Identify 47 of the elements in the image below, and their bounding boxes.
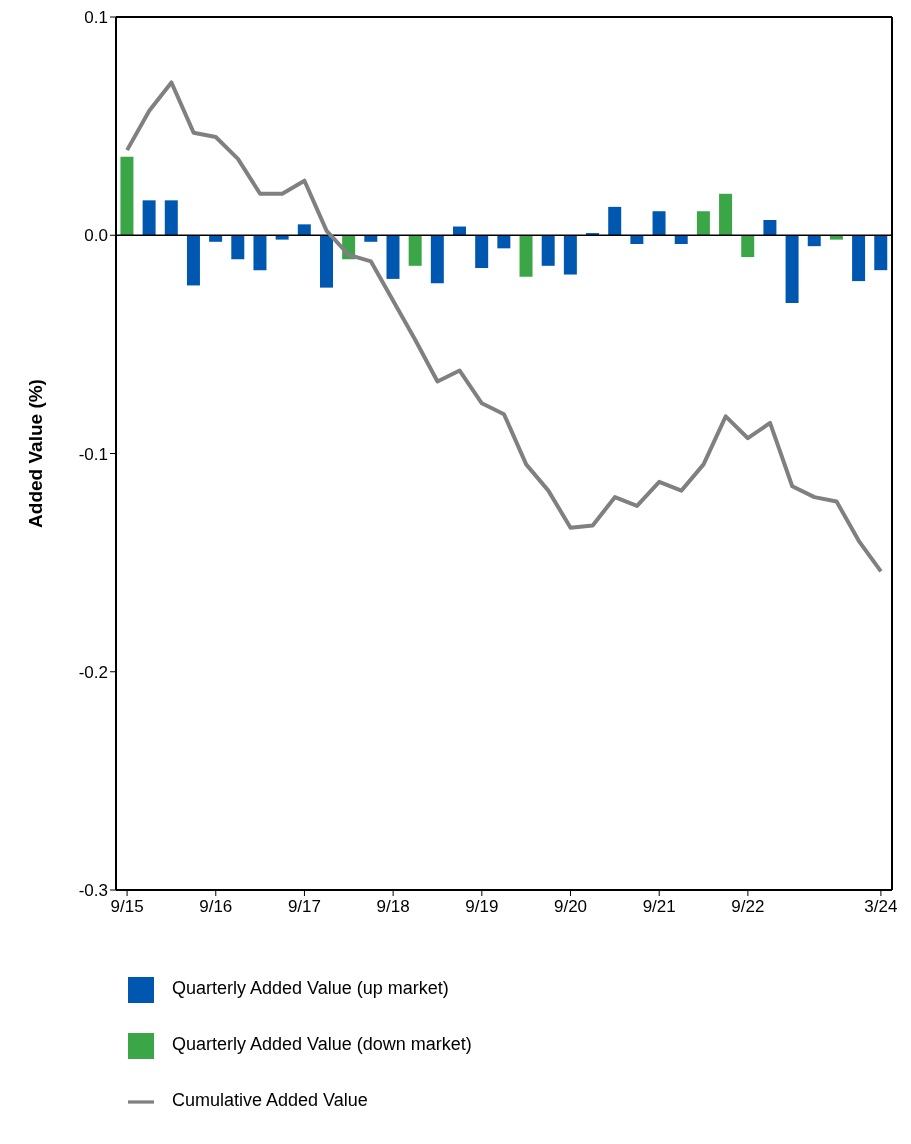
x-tick-label: 9/17 — [287, 897, 321, 916]
bar — [807, 235, 821, 247]
bar — [874, 235, 888, 271]
x-tick-label: 9/22 — [731, 897, 765, 916]
bar — [763, 219, 777, 236]
bar — [253, 235, 267, 271]
bar — [475, 235, 489, 268]
bar — [319, 235, 333, 288]
bar — [785, 235, 799, 303]
legend-label: Quarterly Added Value (down market) — [172, 1033, 473, 1056]
x-tick-label: 9/16 — [199, 897, 233, 916]
bar — [297, 224, 311, 236]
bar — [519, 235, 533, 277]
bar — [408, 235, 422, 266]
bar — [497, 235, 511, 249]
x-tick-label: 3/24 — [864, 897, 898, 916]
bar — [386, 235, 400, 279]
bar — [541, 235, 555, 266]
x-tick-label: 9/15 — [110, 897, 144, 916]
bar — [563, 235, 577, 275]
bar — [164, 200, 178, 236]
bar — [719, 193, 733, 236]
bar — [453, 226, 467, 236]
bar — [608, 206, 622, 236]
x-tick-label: 9/21 — [642, 897, 676, 916]
bar — [852, 235, 866, 282]
bar — [142, 200, 156, 236]
line-series — [125, 80, 883, 574]
bar — [186, 235, 200, 286]
y-tick-label: -0.2 — [78, 662, 108, 682]
legend-label: Cumulative Added Value — [172, 1089, 369, 1112]
bar — [120, 156, 134, 236]
x-tick-label: 9/20 — [553, 897, 588, 916]
y-tick-label: 0.0 — [84, 226, 108, 246]
bar — [652, 211, 666, 236]
bar — [430, 235, 444, 284]
x-tick-label: 9/18 — [376, 897, 410, 916]
y-tick-label: -0.3 — [78, 881, 108, 901]
bar — [741, 235, 755, 258]
bar — [231, 235, 245, 260]
x-tick-label: 9/19 — [465, 897, 499, 916]
y-tick-label: -0.1 — [78, 444, 108, 464]
y-tick-label: 0.1 — [84, 8, 108, 28]
bar — [586, 233, 600, 236]
bar — [696, 211, 710, 236]
y-axis-title: Added Value (%) — [24, 379, 46, 528]
legend-label: Quarterly Added Value (up market) — [172, 977, 450, 1000]
